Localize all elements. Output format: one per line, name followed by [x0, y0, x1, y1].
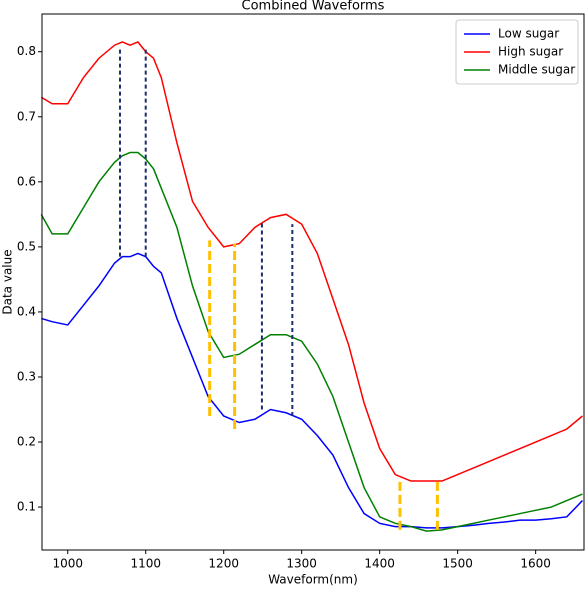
x-tick-label: 1300	[286, 557, 317, 571]
y-tick-label: 0.5	[17, 239, 36, 253]
y-tick-label: 0.1	[17, 500, 36, 514]
legend-label: High sugar	[498, 45, 563, 59]
x-tick-label: 1600	[520, 557, 551, 571]
legend-label: Low sugar	[498, 27, 559, 41]
x-tick-label: 1400	[364, 557, 395, 571]
y-tick-label: 0.4	[17, 304, 36, 318]
x-tick-label: 1500	[442, 557, 473, 571]
y-tick-label: 0.3	[17, 369, 36, 383]
y-tick-label: 0.6	[17, 174, 36, 188]
y-axis-label: Data value	[1, 249, 15, 314]
x-axis-label: Waveform(nm)	[268, 573, 358, 587]
line-series	[40, 151, 583, 532]
y-tick-label: 0.7	[17, 109, 36, 123]
x-tick-label: 1000	[52, 557, 83, 571]
y-tick-label: 0.8	[17, 44, 36, 58]
legend-label: Middle sugar	[498, 63, 575, 77]
line-series	[40, 41, 583, 482]
x-tick-label: 1100	[130, 557, 161, 571]
legend-box	[455, 19, 579, 85]
y-tick-label: 0.2	[17, 435, 36, 449]
x-tick-label: 1200	[208, 557, 239, 571]
chart-title: Combined Waveforms	[242, 0, 385, 14]
line-series	[41, 252, 583, 529]
plot-frame	[41, 13, 585, 551]
